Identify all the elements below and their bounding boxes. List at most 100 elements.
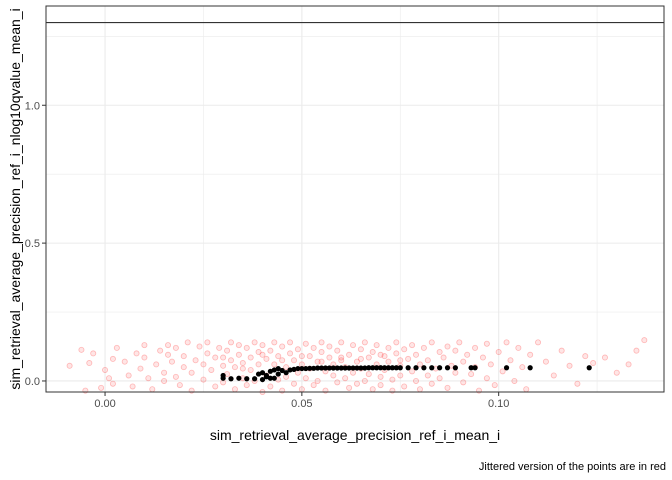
jittered-point <box>314 377 321 384</box>
data-point <box>452 365 458 371</box>
jittered-point <box>86 360 93 367</box>
jittered-point <box>633 347 640 354</box>
jittered-point <box>361 339 368 346</box>
jittered-point <box>271 361 278 368</box>
jittered-point <box>365 354 372 361</box>
jittered-point <box>503 339 510 346</box>
data-point <box>287 367 293 373</box>
jittered-point <box>452 369 459 376</box>
jittered-point <box>401 346 408 353</box>
jittered-point <box>184 339 191 346</box>
jittered-point <box>373 342 380 349</box>
data-point <box>311 365 317 371</box>
jittered-point <box>326 354 333 361</box>
jittered-point <box>66 362 73 369</box>
jittered-point <box>436 375 443 382</box>
jittered-point <box>385 344 392 351</box>
jittered-point <box>239 360 246 367</box>
jittered-point <box>251 339 258 346</box>
jittered-point <box>192 357 199 364</box>
jittered-point <box>145 375 152 382</box>
jittered-point <box>527 351 534 358</box>
x-tick-label: 0.10 <box>488 398 509 410</box>
jittered-point <box>625 361 632 368</box>
jittered-point <box>168 358 175 365</box>
data-point <box>472 365 478 371</box>
jittered-point <box>511 377 518 384</box>
data-point <box>370 365 376 371</box>
data-point <box>397 365 403 371</box>
data-point <box>377 365 384 371</box>
jittered-point <box>141 354 148 361</box>
jittered-point <box>397 372 404 379</box>
data-point <box>318 365 325 371</box>
data-point <box>503 365 510 371</box>
data-point <box>421 365 427 371</box>
jittered-point <box>416 361 423 368</box>
jittered-point <box>519 364 526 371</box>
jittered-point <box>460 379 467 386</box>
jittered-point <box>263 355 270 362</box>
data-point <box>350 365 356 371</box>
jittered-point <box>369 349 376 356</box>
jittered-point <box>361 377 368 384</box>
jittered-point <box>294 346 301 353</box>
jittered-point <box>255 361 262 368</box>
jittered-point <box>212 354 219 361</box>
jittered-point <box>436 349 443 356</box>
jittered-point <box>153 361 160 368</box>
jittered-point <box>102 366 109 373</box>
data-point <box>342 365 348 371</box>
jittered-point <box>416 386 423 393</box>
jittered-point <box>464 351 471 358</box>
jittered-point <box>105 375 112 382</box>
jittered-point <box>452 347 459 354</box>
data-point <box>244 376 250 382</box>
jittered-point <box>200 361 207 368</box>
jittered-point <box>389 376 396 383</box>
jittered-point <box>196 343 203 350</box>
jittered-point <box>409 342 416 349</box>
jittered-point <box>495 349 502 356</box>
jittered-point <box>491 382 498 389</box>
jittered-point <box>507 357 514 364</box>
jittered-point <box>393 339 400 346</box>
jittered-point <box>247 354 254 361</box>
jittered-point <box>381 353 388 360</box>
jittered-point <box>440 354 447 361</box>
jittered-point <box>235 351 242 358</box>
jittered-point <box>357 355 364 362</box>
jittered-point <box>129 383 136 390</box>
data-point <box>413 365 419 371</box>
jittered-points-layer <box>66 337 648 395</box>
jittered-point <box>172 373 179 380</box>
minor-gridlines <box>46 6 664 392</box>
jittered-point <box>200 376 207 383</box>
data-point <box>330 365 336 371</box>
jittered-point <box>243 344 250 351</box>
jittered-point <box>306 353 313 360</box>
jittered-point <box>298 386 305 393</box>
jittered-point <box>220 354 227 361</box>
jittered-point <box>228 339 235 346</box>
y-tick-label: 0.5 <box>25 238 40 250</box>
data-point <box>259 370 266 376</box>
jittered-point <box>267 383 274 390</box>
jittered-point <box>428 339 435 346</box>
jittered-point <box>346 351 353 358</box>
jittered-point <box>413 377 420 384</box>
jittered-point <box>220 362 227 369</box>
data-point <box>283 370 289 376</box>
jittered-point <box>613 369 620 376</box>
data-point <box>429 365 435 371</box>
jittered-point <box>283 364 290 371</box>
jittered-point <box>78 346 85 353</box>
jittered-point <box>314 358 321 365</box>
data-point <box>393 365 399 371</box>
jittered-point <box>318 358 325 365</box>
data-point <box>303 365 309 372</box>
jittered-point <box>231 364 238 371</box>
jittered-point <box>574 380 581 387</box>
data-point <box>275 371 281 377</box>
jittered-point <box>377 373 384 380</box>
